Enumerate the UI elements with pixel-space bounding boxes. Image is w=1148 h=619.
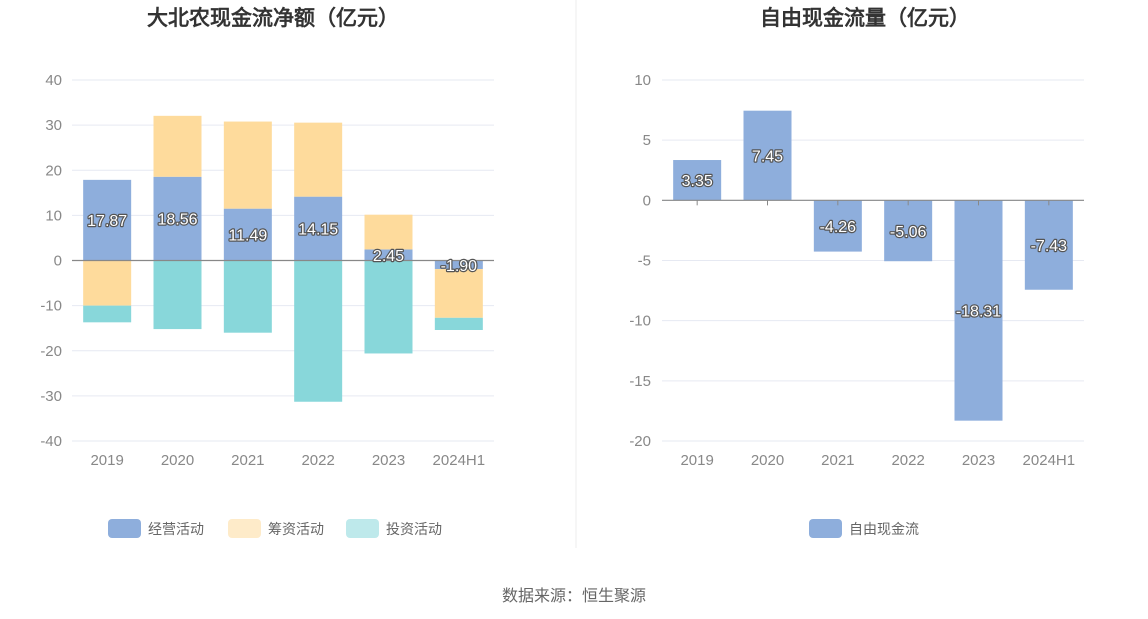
legend-item-筹资活动[interactable]: 筹资活动 <box>228 519 324 538</box>
x-tick-label: 2024H1 <box>433 452 486 469</box>
x-tick-label: 2023 <box>372 452 405 469</box>
data-label: 11.49 <box>228 228 267 245</box>
bar-筹资活动-2022 <box>294 122 343 197</box>
x-tick-label: 2021 <box>231 452 264 469</box>
x-tick-label: 2019 <box>90 452 123 469</box>
y-tick-label: -5 <box>638 253 651 270</box>
data-label: 7.45 <box>752 149 783 166</box>
x-tick-label: 2024H1 <box>1023 452 1076 469</box>
bar-筹资活动-2023 <box>364 214 413 250</box>
bar-投资活动-2024H1 <box>434 317 483 330</box>
bar-筹资活动-2020 <box>153 115 202 177</box>
x-tick-label: 2020 <box>751 452 784 469</box>
bar-自由现金流-2024H1 <box>1024 200 1073 290</box>
bar-投资活动-2023 <box>364 260 413 354</box>
data-label: 2.45 <box>373 248 404 265</box>
legend-item-投资活动[interactable]: 投资活动 <box>346 519 442 538</box>
legend-swatch <box>228 519 261 538</box>
bar-投资活动-2019 <box>83 305 132 323</box>
x-tick-label: 2022 <box>891 452 924 469</box>
legend-swatch <box>108 519 141 538</box>
bar-自由现金流-2019 <box>673 160 722 201</box>
data-label: 14.15 <box>298 222 338 239</box>
bar-自由现金流-2021 <box>813 200 862 252</box>
bar-经营活动-2020 <box>153 176 202 261</box>
bar-筹资活动-2021 <box>223 121 272 209</box>
y-tick-label: 20 <box>45 162 62 179</box>
bar-经营活动-2022 <box>294 196 343 261</box>
data-label: -4.26 <box>820 219 857 236</box>
y-tick-label: -10 <box>629 313 651 330</box>
data-source: 数据来源：恒生聚源 <box>501 586 646 605</box>
data-label: -18.31 <box>956 303 1001 320</box>
bar-投资活动-2022 <box>294 260 343 402</box>
legend-item-经营活动[interactable]: 经营活动 <box>108 519 204 538</box>
bar-自由现金流-2022 <box>884 200 933 262</box>
data-label: 3.35 <box>682 173 713 190</box>
chart-title: 大北农现金流净额（亿元） <box>147 6 399 30</box>
x-tick-label: 2023 <box>962 452 995 469</box>
legend-label: 投资活动 <box>386 522 442 538</box>
y-tick-label: 0 <box>54 253 62 270</box>
x-tick-label: 2019 <box>680 452 713 469</box>
bar-经营活动-2021 <box>223 208 272 261</box>
bar-自由现金流-2023 <box>954 200 1003 421</box>
bar-筹资活动-2019 <box>83 260 132 306</box>
free-cash-flow-chart: 自由现金流量（亿元） 10 5 0 -5 -10 -15 -20 3.35 7.45 -4.26 -5… <box>629 6 1084 538</box>
y-tick-label: 10 <box>45 207 62 224</box>
y-tick-label: -30 <box>40 388 62 405</box>
bar-经营活动-2019 <box>83 179 132 261</box>
y-tick-label: -20 <box>40 343 62 360</box>
bar-经营活动-2024H1 <box>434 260 483 270</box>
data-label: 18.56 <box>157 212 197 229</box>
bar-投资活动-2021 <box>223 260 272 333</box>
bar-投资活动-2020 <box>153 260 202 330</box>
bar-经营活动-2023 <box>364 249 413 261</box>
legend-swatch <box>346 519 379 538</box>
y-tick-label: 40 <box>45 72 62 89</box>
legend-label: 筹资活动 <box>268 521 324 538</box>
data-label: -5.06 <box>890 224 927 241</box>
y-tick-label: -15 <box>629 373 651 390</box>
data-label: -1.90 <box>441 258 478 275</box>
legend-label: 经营活动 <box>148 522 204 538</box>
bar-自由现金流-2020 <box>743 110 792 201</box>
net-cash-flow-chart: 大北农现金流净额（亿元） 40 30 20 10 0 -10 -20 -30 -40 17.87 18… <box>40 6 494 538</box>
x-tick-label: 2021 <box>821 452 854 469</box>
legend-item-自由现金流[interactable]: 自由现金流 <box>809 519 919 538</box>
legend-swatch <box>809 519 842 538</box>
bar-筹资活动-2024H1 <box>434 269 483 318</box>
y-tick-label: 30 <box>45 117 62 134</box>
chart-title: 自由现金流量（亿元） <box>760 6 970 30</box>
legend-label: 自由现金流 <box>849 522 919 538</box>
y-tick-label: 5 <box>643 132 651 149</box>
y-tick-label: 0 <box>643 192 651 209</box>
x-tick-label: 2020 <box>161 452 194 469</box>
y-tick-label: -40 <box>40 433 62 450</box>
x-tick-label: 2022 <box>301 452 334 469</box>
y-tick-label: -20 <box>629 433 651 450</box>
y-tick-label: -10 <box>40 298 62 315</box>
data-label: 17.87 <box>87 213 127 230</box>
y-tick-label: 10 <box>634 72 651 89</box>
data-label: -7.43 <box>1031 238 1068 255</box>
